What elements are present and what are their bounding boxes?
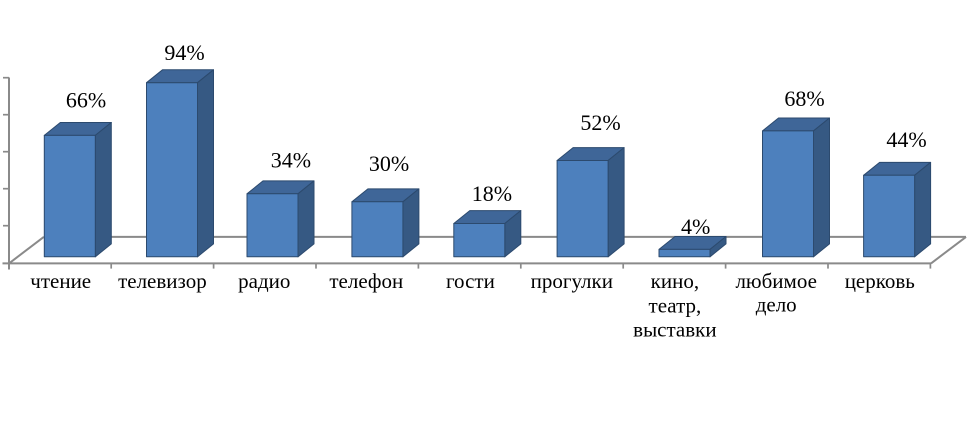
svg-text:телевизор: телевизор — [118, 269, 207, 293]
svg-text:30%: 30% — [369, 151, 409, 176]
svg-text:театр,: театр, — [649, 294, 702, 318]
svg-text:дело: дело — [756, 293, 797, 317]
svg-text:кино,: кино, — [651, 269, 699, 293]
svg-text:гости: гости — [446, 269, 495, 293]
svg-text:выставки: выставки — [633, 318, 716, 342]
svg-text:прогулки: прогулки — [531, 269, 613, 293]
svg-text:чтение: чтение — [30, 269, 91, 293]
svg-text:любимое: любимое — [735, 269, 816, 293]
svg-text:44%: 44% — [886, 127, 926, 152]
svg-text:18%: 18% — [472, 181, 512, 206]
svg-text:радио: радио — [238, 269, 290, 293]
svg-text:телефон: телефон — [329, 269, 403, 293]
svg-text:94%: 94% — [164, 40, 204, 65]
svg-text:52%: 52% — [580, 110, 620, 135]
svg-text:66%: 66% — [66, 87, 106, 112]
svg-text:68%: 68% — [784, 86, 824, 111]
svg-text:34%: 34% — [271, 147, 311, 172]
svg-text:церковь: церковь — [845, 269, 915, 293]
svg-text:4%: 4% — [681, 214, 710, 239]
